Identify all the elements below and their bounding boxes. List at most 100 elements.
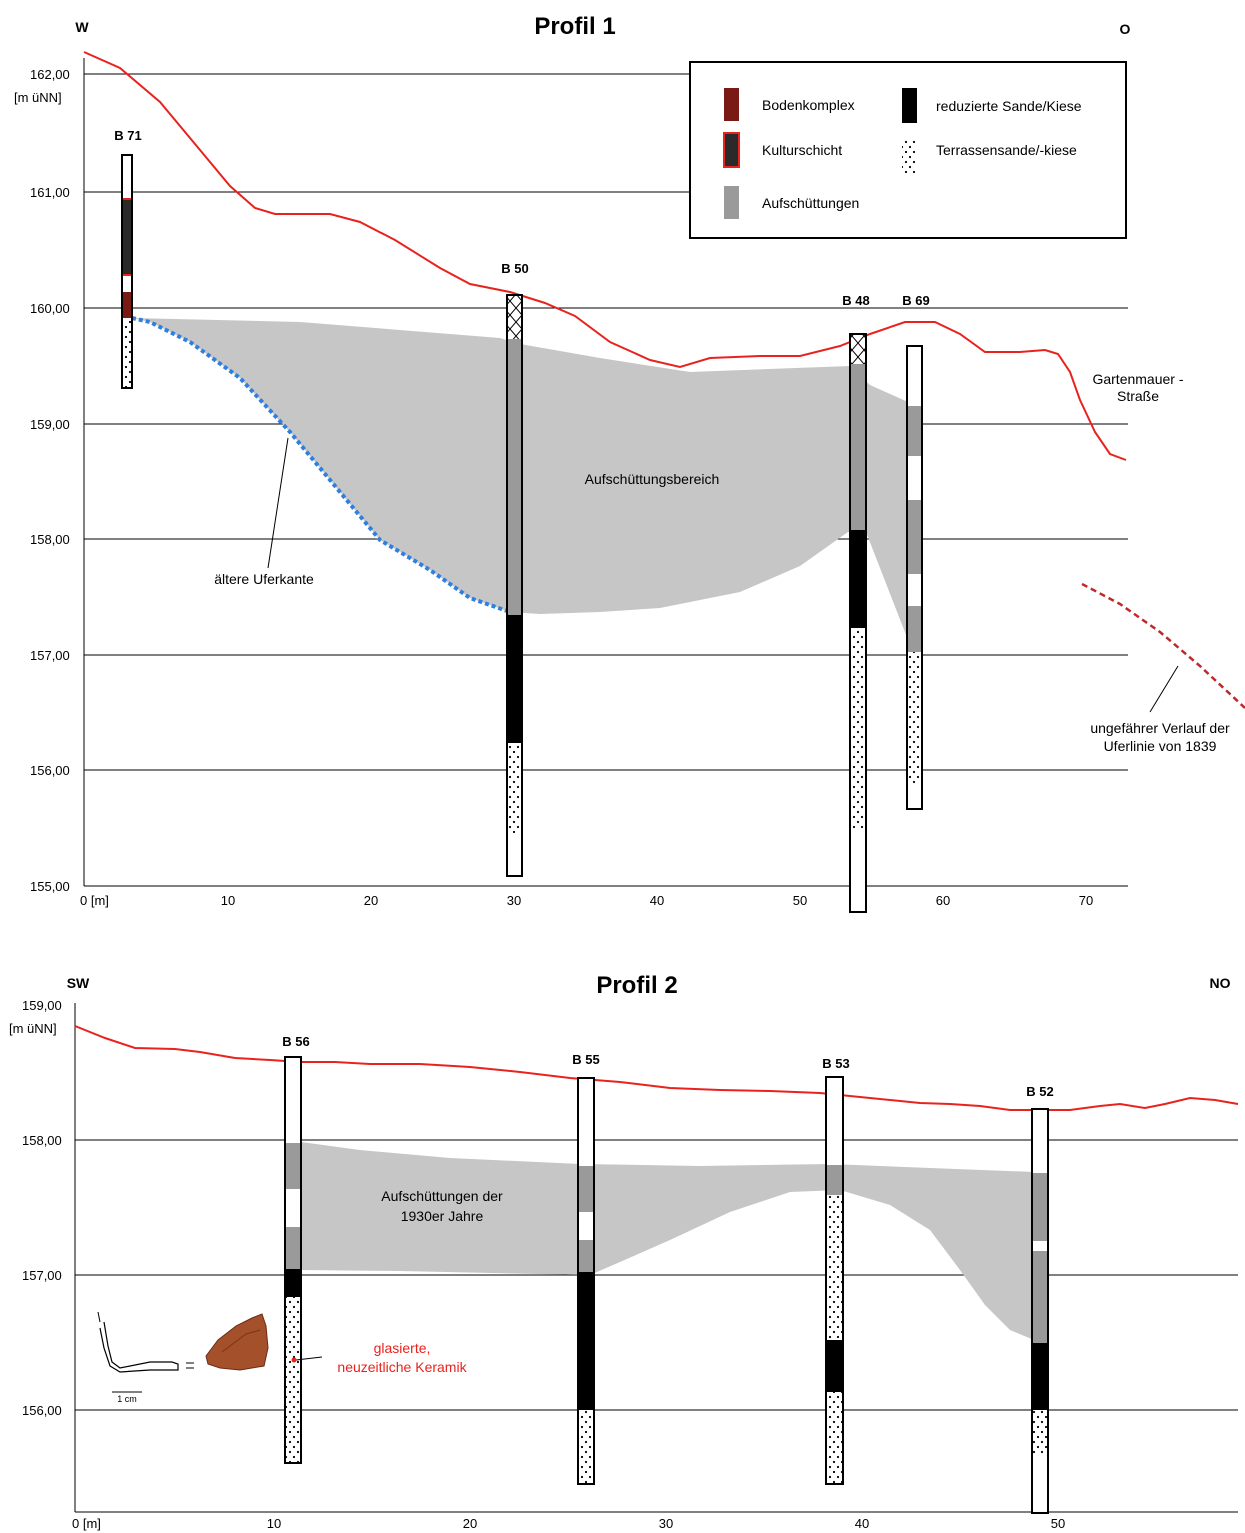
y-tick-label: 160,00 bbox=[30, 301, 70, 316]
layer-empty bbox=[285, 1057, 301, 1143]
surface-line-profile-2 bbox=[74, 1025, 1239, 1111]
y-tick-label: 159,00 bbox=[30, 417, 70, 432]
layer-terrassensande bbox=[826, 1392, 843, 1484]
area-label-line-2: 1930er Jahre bbox=[401, 1208, 484, 1224]
layer-terrassensande bbox=[850, 628, 866, 828]
area-label-line-1: Aufschüttungen der bbox=[381, 1188, 503, 1204]
layer-aufschuettungen bbox=[907, 606, 922, 652]
direction-northeast-label: NO bbox=[1210, 975, 1231, 991]
layer-empty bbox=[1032, 1456, 1048, 1513]
layer-empty bbox=[578, 1078, 594, 1166]
profile-2-gridlines bbox=[74, 1003, 1238, 1513]
fill-area-profile-2 bbox=[301, 1142, 1034, 1340]
x-tick-label: 40 bbox=[855, 1516, 869, 1531]
borehole-outline bbox=[849, 333, 867, 913]
borehole-label-b52: B 52 bbox=[1026, 1084, 1053, 1099]
layer-terrassensande bbox=[578, 1410, 594, 1484]
layer-empty bbox=[507, 833, 522, 876]
uferkante-label: ältere Uferkante bbox=[214, 571, 314, 587]
layer-empty bbox=[826, 1077, 843, 1165]
y-tick-label: 161,00 bbox=[30, 185, 70, 200]
sherd-profile-mark bbox=[97, 1311, 101, 1323]
layer-aufschuettungen bbox=[578, 1166, 594, 1212]
x-tick-label: 70 bbox=[1079, 893, 1093, 908]
x-tick-label: 60 bbox=[936, 893, 950, 908]
borehole-label-b48: B 48 bbox=[842, 293, 869, 308]
surface-line-profile-1 bbox=[83, 51, 1127, 461]
y-tick-label: 159,00 bbox=[22, 998, 62, 1013]
layer-reduzierte bbox=[826, 1340, 843, 1392]
borehole-outline bbox=[506, 294, 523, 877]
layer-cross bbox=[850, 334, 866, 364]
layer-empty bbox=[122, 155, 132, 199]
layer-aufschuettungen bbox=[578, 1240, 594, 1272]
shoreline-1839-pointer bbox=[1149, 665, 1179, 713]
y-tick-label: 155,00 bbox=[30, 879, 70, 894]
uferlinie-1839-label-line-1: ungefährer Verlauf der bbox=[1090, 720, 1230, 736]
older-shore-edge-line bbox=[131, 316, 511, 614]
layer-aufschuettungen bbox=[907, 500, 922, 574]
profile-1-x-ticks: 0 [m] 10 20 30 40 50 60 70 bbox=[80, 893, 1093, 908]
uferlinie-1839-label-line-2: Uferlinie von 1839 bbox=[1104, 738, 1217, 754]
borehole-b56: B 56 bbox=[282, 1034, 310, 1464]
y-tick-label: 157,00 bbox=[22, 1268, 62, 1283]
layer-kulturschicht bbox=[121, 198, 133, 276]
borehole-b71: B 71 bbox=[114, 128, 142, 389]
borehole-b69: B 69 bbox=[902, 293, 930, 810]
legend-label-kulturschicht: Kulturschicht bbox=[762, 142, 842, 158]
ceramic-find: 1 cm bbox=[97, 1311, 269, 1404]
legend-swatch-bodenkomplex bbox=[724, 88, 739, 121]
layer-cross bbox=[507, 295, 522, 339]
layer-terrassensande bbox=[826, 1195, 843, 1340]
legend: Bodenkomplex Kulturschicht Aufschüttunge… bbox=[689, 61, 1127, 239]
x-tick-label: 30 bbox=[659, 1516, 673, 1531]
layer-empty bbox=[907, 456, 922, 500]
legend-swatch-terrassensande bbox=[902, 140, 917, 173]
layer-empty bbox=[1032, 1241, 1048, 1251]
x-tick-label: 20 bbox=[364, 893, 378, 908]
ceramic-sherd-photo bbox=[205, 1313, 269, 1371]
profile-2-y-ticks: 159,00 [m üNN] 158,00 157,00 156,00 bbox=[9, 998, 62, 1418]
scale-bar-label: 1 cm bbox=[117, 1394, 137, 1404]
layer-aufschuettungen bbox=[507, 339, 522, 615]
x-tick-label: 10 bbox=[221, 893, 235, 908]
layer-terrassensande bbox=[1032, 1410, 1048, 1456]
keramik-pointer bbox=[295, 1356, 323, 1361]
uferkante-pointer bbox=[267, 437, 289, 569]
borehole-label-b56: B 56 bbox=[282, 1034, 309, 1049]
borehole-outline bbox=[577, 1077, 595, 1485]
profile-2-title: Profil 2 bbox=[596, 972, 677, 999]
layer-aufschuettungen bbox=[907, 406, 922, 456]
x-tick-label: 50 bbox=[1051, 1516, 1065, 1531]
layer-aufschuettungen bbox=[285, 1227, 301, 1269]
layer-reduzierte bbox=[1032, 1343, 1048, 1410]
y-tick-label: 162,00 bbox=[30, 67, 70, 82]
keramik-find-marker bbox=[291, 1357, 297, 1363]
borehole-b48: B 48 bbox=[842, 293, 870, 913]
borehole-outline bbox=[825, 1076, 844, 1485]
layer-bodenkomplex bbox=[122, 292, 132, 318]
layer-empty bbox=[285, 1189, 301, 1227]
layer-aufschuettungen bbox=[285, 1143, 301, 1189]
direction-east-label: O bbox=[1120, 21, 1131, 37]
profile-1: Profil 1 W O 162,00 [m üNN] 161,00 160,0… bbox=[14, 13, 1245, 913]
layer-terrassensande bbox=[285, 1297, 301, 1463]
y-tick-label: 156,00 bbox=[22, 1403, 62, 1418]
area-label-aufschuettungsbereich: Aufschüttungsbereich bbox=[585, 471, 720, 487]
layer-empty bbox=[850, 828, 866, 912]
keramik-label-line-1: glasierte, bbox=[374, 1340, 431, 1356]
borehole-outline bbox=[1031, 1108, 1049, 1514]
layer-empty bbox=[1032, 1109, 1048, 1173]
x-tick-label: 0 [m] bbox=[80, 893, 109, 908]
layer-empty bbox=[578, 1212, 594, 1240]
borehole-b50: B 50 bbox=[501, 261, 529, 877]
shoreline-1839-line bbox=[1081, 582, 1245, 709]
borehole-label-b55: B 55 bbox=[572, 1052, 599, 1067]
y-tick-label: 158,00 bbox=[22, 1133, 62, 1148]
layer-aufschuettungen bbox=[826, 1165, 843, 1195]
borehole-outline bbox=[121, 154, 133, 389]
y-tick-label: 156,00 bbox=[30, 763, 70, 778]
profile-1-title: Profil 1 bbox=[534, 13, 615, 40]
gartenmauer-label-line-1: Gartenmauer - bbox=[1092, 371, 1183, 387]
